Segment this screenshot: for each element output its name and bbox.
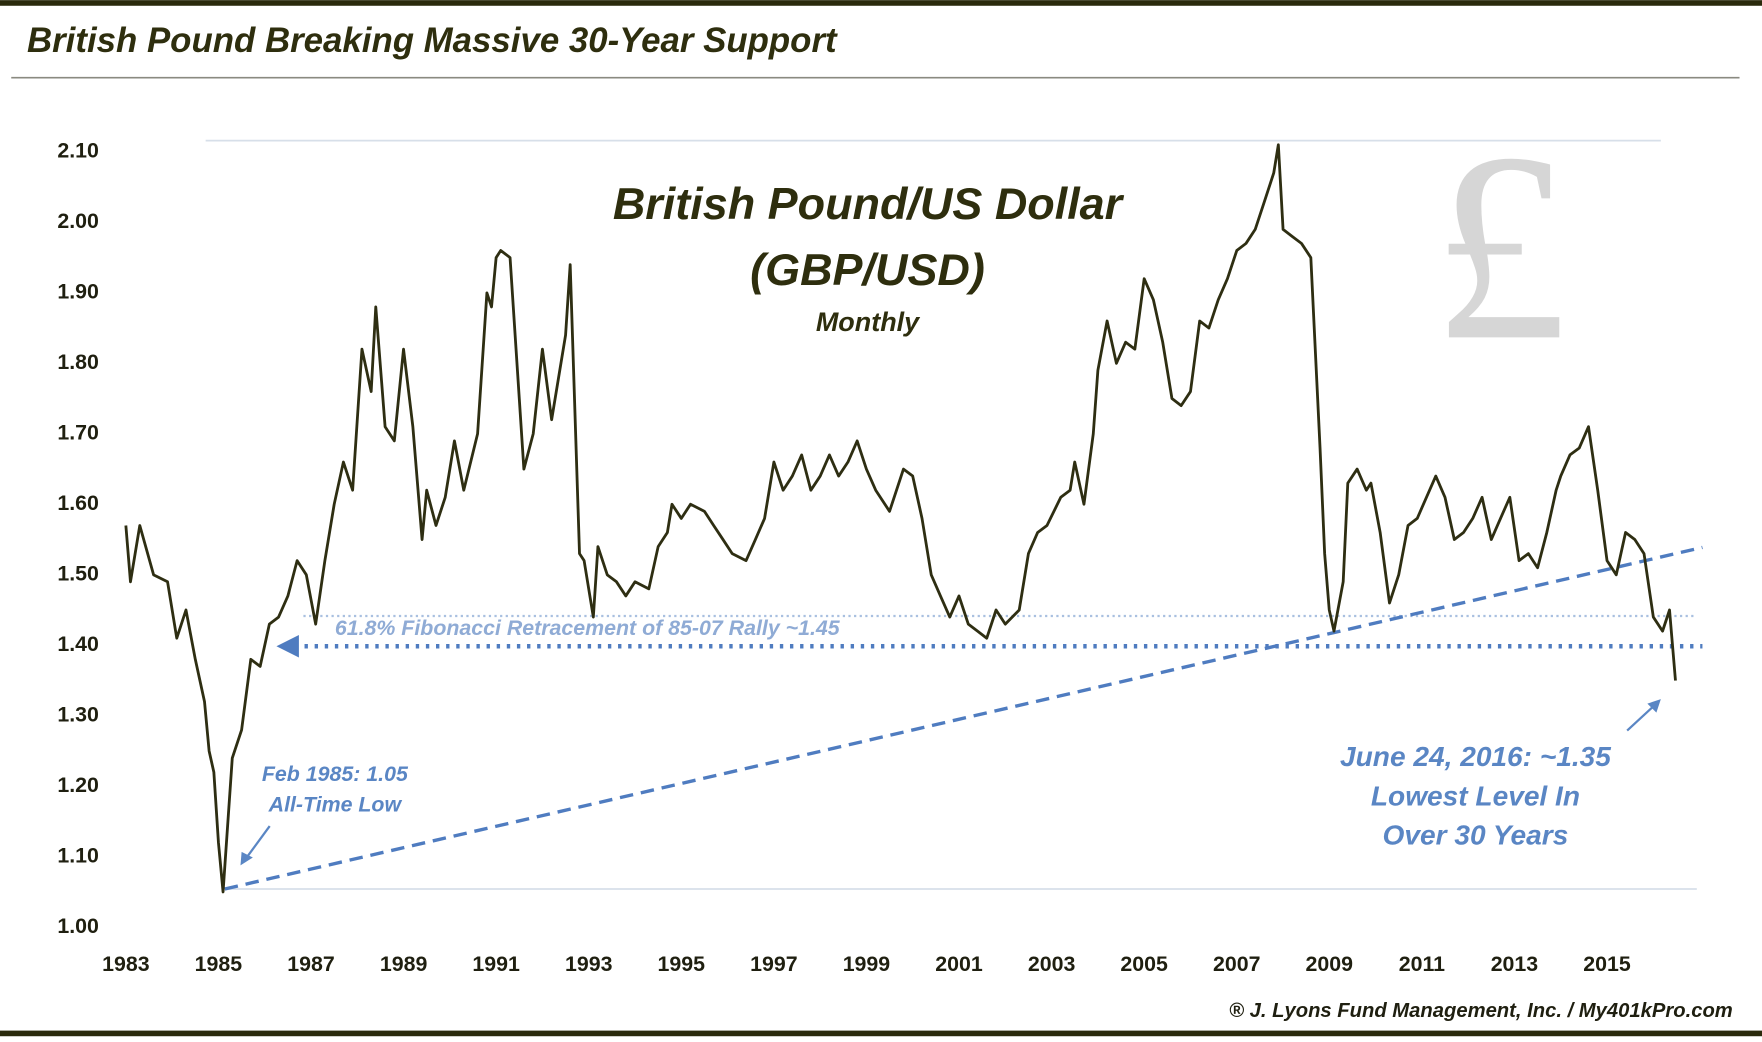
x-tick-label: 1997 xyxy=(750,952,797,976)
chart-title: (GBP/USD) xyxy=(750,244,985,295)
y-tick-label: 1.30 xyxy=(57,702,99,726)
annotation: Over 30 Years xyxy=(1383,820,1569,851)
annotation: June 24, 2016: ~1.35 xyxy=(1340,741,1611,772)
price-line xyxy=(124,143,1677,894)
x-tick-label: 1987 xyxy=(287,952,334,976)
x-tick-label: 1991 xyxy=(472,952,520,976)
y-tick-label: 1.40 xyxy=(57,632,99,656)
x-tick-label: 2013 xyxy=(1491,952,1539,976)
watermark: £ xyxy=(1433,98,1568,396)
y-tick-label: 1.50 xyxy=(57,561,99,585)
top-border xyxy=(0,0,1762,6)
y-tick-label: 1.90 xyxy=(57,279,99,303)
y-tick-label: 1.10 xyxy=(57,843,99,867)
x-tick-label: 2003 xyxy=(1028,952,1076,976)
pointer-head xyxy=(1647,699,1661,713)
y-tick-label: 1.80 xyxy=(57,350,99,374)
y-tick-label: 1.20 xyxy=(57,773,99,797)
fib-label: 61.8% Fibonacci Retracement of 85-07 Ral… xyxy=(335,616,841,640)
x-tick-label: 2007 xyxy=(1213,952,1260,976)
x-tick-label: 2009 xyxy=(1306,952,1354,976)
x-tick-label: 1999 xyxy=(843,952,891,976)
y-tick-label: 2.00 xyxy=(57,209,99,233)
y-tick-label: 1.00 xyxy=(57,914,99,938)
x-tick-label: 1993 xyxy=(565,952,613,976)
x-tick-label: 1985 xyxy=(195,952,243,976)
x-tick-label: 2011 xyxy=(1399,952,1445,976)
annotation: Lowest Level In xyxy=(1371,780,1580,811)
x-tick-label: 2015 xyxy=(1583,952,1631,976)
annotation: All-Time Low xyxy=(268,793,403,817)
chart-title: British Pound/US Dollar xyxy=(613,178,1125,229)
pointer-head xyxy=(240,851,253,866)
x-tick-label: 1989 xyxy=(380,952,428,976)
y-tick-label: 1.70 xyxy=(57,420,99,444)
y-tick-label: 2.10 xyxy=(57,138,99,162)
arrow-head xyxy=(276,635,299,658)
credit: ® J. Lyons Fund Management, Inc. / My401… xyxy=(1229,1000,1733,1022)
pointer xyxy=(244,825,271,861)
x-tick-label: 1983 xyxy=(102,952,150,976)
bottom-border xyxy=(0,1030,1762,1037)
x-tick-label: 2001 xyxy=(935,952,983,976)
x-tick-label: 2005 xyxy=(1120,952,1168,976)
x-tick-label: 1995 xyxy=(658,952,706,976)
trend-line xyxy=(224,545,1703,891)
pointer xyxy=(1626,702,1658,732)
page-title: British Pound Breaking Massive 30-Year S… xyxy=(27,21,838,60)
chart-subtitle: Monthly xyxy=(816,307,921,337)
annotation: Feb 1985: 1.05 xyxy=(262,762,409,786)
y-tick-label: 1.60 xyxy=(57,491,99,515)
